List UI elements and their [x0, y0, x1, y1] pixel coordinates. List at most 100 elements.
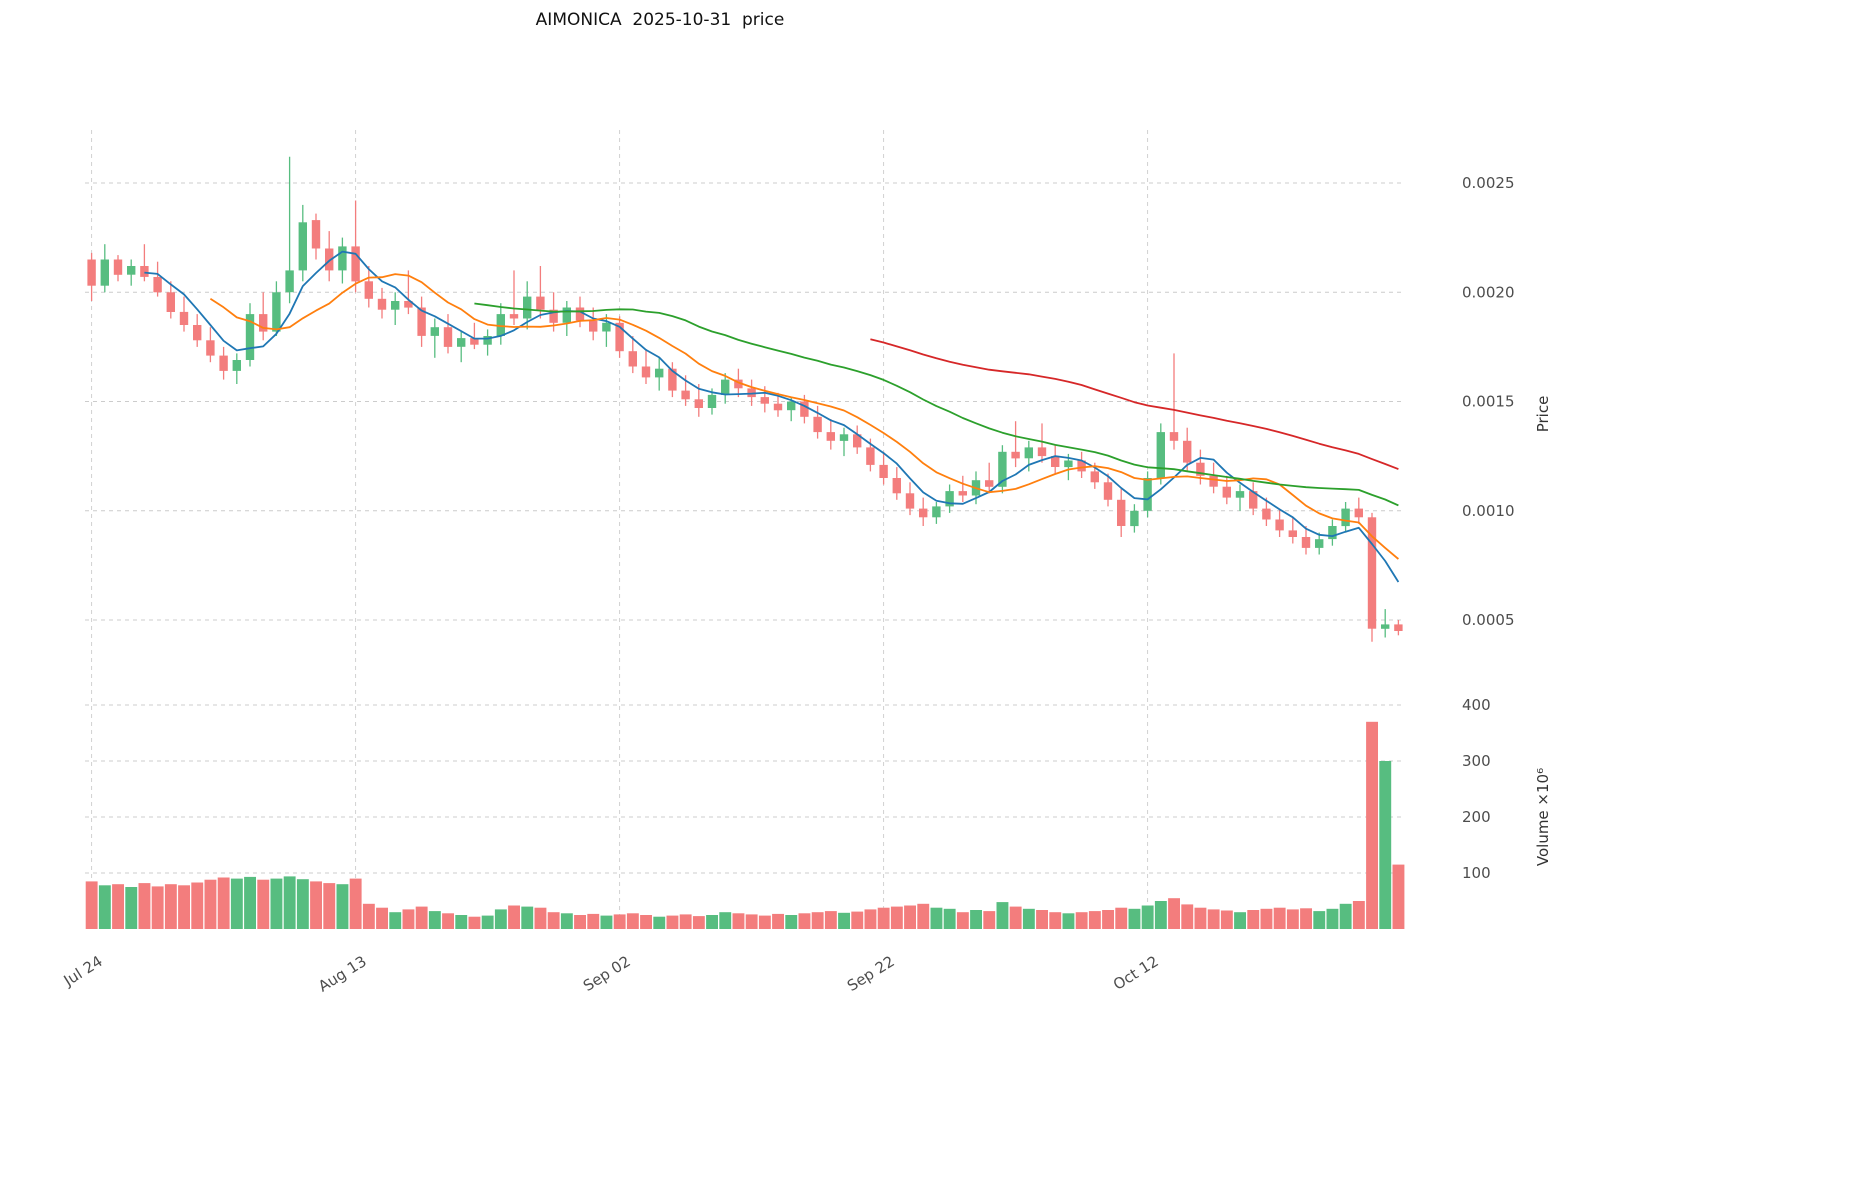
volume-bar — [877, 907, 890, 929]
volume-bar — [996, 902, 1009, 929]
candle-body — [1143, 478, 1152, 511]
volume-bar — [798, 913, 811, 929]
ma-line-10 — [209, 273, 1399, 560]
candle-body — [641, 366, 651, 378]
candle-body — [127, 266, 136, 275]
candle-body — [668, 368, 677, 391]
candle-body — [1381, 624, 1390, 629]
volume-bar — [587, 913, 600, 929]
volume-bar — [745, 914, 758, 929]
volume-bar — [534, 907, 547, 929]
candle-body — [457, 338, 466, 347]
volume-bar — [164, 884, 177, 929]
volume-bar — [1379, 761, 1392, 929]
candle-body — [655, 368, 664, 378]
candle-body — [430, 327, 439, 336]
candle-body — [1077, 460, 1086, 472]
candle-body — [1249, 491, 1258, 509]
candle-body — [113, 259, 123, 275]
volume-bar — [230, 878, 243, 929]
x-tick-label: Sep 22 — [844, 952, 898, 995]
volume-bar — [1062, 913, 1075, 929]
candle-body — [866, 447, 875, 465]
price-tick-label: 0.0025 — [1462, 174, 1515, 192]
candle-body — [443, 327, 453, 347]
candle-body — [1354, 508, 1363, 518]
candle-body — [760, 397, 769, 404]
candle-body — [470, 338, 479, 345]
volume-bar — [1366, 721, 1378, 929]
volume-bar — [1154, 901, 1167, 929]
candle-body — [905, 493, 915, 509]
candle-body — [377, 298, 387, 310]
candle-body — [787, 401, 796, 411]
candle-body — [575, 307, 585, 321]
volume-axis-title: Volume ×10⁶ — [1534, 768, 1552, 866]
volume-bar — [1273, 907, 1286, 929]
candle-body — [589, 320, 598, 332]
candle-body — [1315, 539, 1324, 548]
candle-body — [153, 277, 162, 293]
volume-bar — [191, 882, 204, 929]
price-tick-label: 0.0005 — [1462, 611, 1515, 629]
volume-bar — [1049, 912, 1062, 929]
candle-body — [509, 314, 519, 319]
candle-body — [232, 360, 241, 371]
candle-body — [1394, 624, 1403, 631]
volume-bar — [653, 916, 666, 929]
candle-body — [694, 399, 703, 408]
volume-tick-label: 200 — [1462, 808, 1491, 826]
candle-body — [193, 325, 202, 341]
volume-bar — [296, 879, 309, 929]
candle-body — [1103, 482, 1113, 500]
candle-body — [853, 434, 862, 448]
volume-bar — [864, 909, 877, 929]
candle-body — [839, 434, 849, 441]
volume-bar — [1392, 864, 1405, 929]
volume-bar — [811, 912, 824, 929]
candle-body — [179, 311, 189, 325]
volume-bar — [1313, 911, 1326, 929]
axis-labels-layer: 0.0005 0.0010 0.0015 0.0020 0.0025 100 200 300 4… — [60, 174, 1552, 996]
candle-body — [800, 401, 809, 417]
volume-bar — [1247, 910, 1260, 929]
volume-bar — [904, 905, 916, 929]
volume-tick-label: 400 — [1462, 696, 1491, 714]
candle-body — [166, 292, 175, 312]
candle-body — [826, 432, 835, 441]
candle-body — [985, 480, 994, 487]
candle-body — [998, 451, 1007, 487]
candle-body — [272, 292, 281, 332]
volume-bar — [692, 916, 705, 929]
candle-body — [483, 336, 492, 345]
volume-bar — [1128, 908, 1141, 929]
candle-body — [1367, 517, 1377, 629]
chart-title: AIMONICA 2025-10-31 price — [535, 10, 785, 30]
volume-bar — [600, 915, 613, 929]
x-tick-label: Jul 24 — [60, 952, 106, 990]
volume-bar — [389, 912, 402, 929]
volume-bar — [217, 877, 230, 929]
volume-bar — [349, 878, 362, 929]
volume-bar — [1220, 910, 1233, 929]
volume-bar — [1115, 907, 1128, 929]
volume-bar — [560, 913, 573, 929]
volume-bar — [706, 915, 718, 929]
grid-layer — [85, 130, 1405, 929]
volume-bar — [455, 915, 468, 929]
price-axis-title: Price — [1534, 396, 1552, 433]
candle-body — [285, 270, 294, 293]
candle-body — [1209, 475, 1218, 487]
volume-bar — [310, 881, 322, 929]
volume-bar — [1181, 904, 1194, 929]
candle-body — [1117, 499, 1126, 526]
volume-bar — [666, 915, 679, 929]
candle-body — [945, 491, 954, 507]
candle-body — [523, 296, 532, 319]
volume-bar — [1075, 912, 1088, 929]
candle-body — [298, 222, 307, 271]
candle-body — [351, 246, 360, 282]
candle-body — [958, 491, 967, 496]
candle-body — [1301, 537, 1311, 548]
candle-body — [391, 301, 400, 310]
